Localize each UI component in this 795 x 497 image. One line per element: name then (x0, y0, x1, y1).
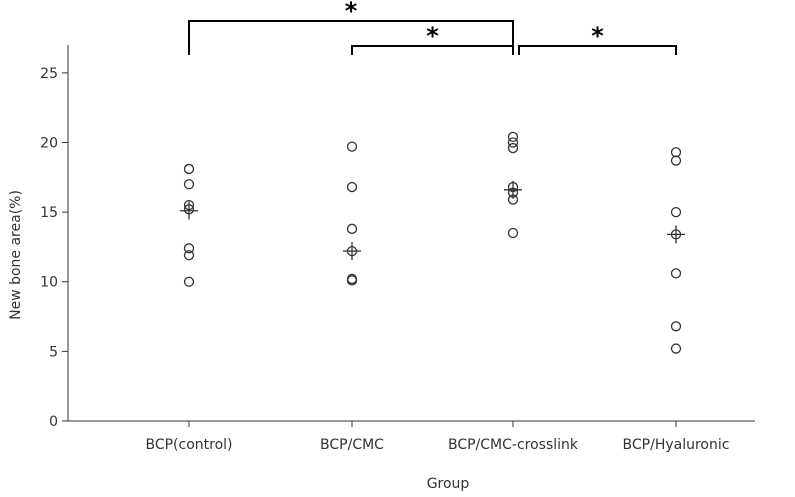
significance-bracket (351, 45, 514, 55)
data-point (183, 179, 195, 190)
x-axis-title: Group (427, 476, 470, 492)
data-point (507, 227, 519, 239)
x-tick-label: BCP/CMC-crosslink (448, 437, 579, 453)
data-point (346, 275, 358, 286)
data-point (507, 131, 519, 143)
data-point (670, 343, 682, 354)
y-tick-label: 15 (40, 205, 58, 221)
significance-star: * (591, 22, 604, 50)
significance-star: * (426, 22, 439, 50)
data-point (670, 155, 682, 166)
y-axis-title: New bone area(%) (8, 190, 24, 320)
mean-markers (180, 180, 685, 261)
y-tick-label: 10 (40, 275, 58, 291)
data-point (183, 163, 195, 175)
significance-bracket (518, 45, 677, 55)
data-point (183, 250, 195, 261)
x-tick-label: BCP(control) (145, 437, 232, 453)
x-tick-label: BCP/Hyaluronic (623, 437, 730, 453)
axes (67, 45, 755, 422)
y-tick-label: 5 (49, 344, 58, 360)
y-tick-label: 25 (40, 66, 58, 82)
data-point (670, 206, 682, 218)
significance-bracket (188, 20, 514, 55)
significance-brackets: * * * (188, 0, 677, 55)
data-point (183, 276, 195, 287)
data-point (670, 268, 682, 279)
data-point (346, 141, 358, 152)
data-point (670, 147, 682, 158)
y-tick-label: 20 (40, 135, 58, 151)
data-points (183, 131, 682, 354)
significance-star: * (345, 0, 358, 25)
y-axis-ticks: 0 5 10 15 20 25 (40, 66, 68, 430)
data-point (346, 223, 358, 234)
data-point (507, 142, 519, 154)
x-axis-ticks: BCP(control) BCP/CMC BCP/CMC-crosslink BCP/… (145, 421, 729, 453)
y-tick-label: 0 (49, 414, 58, 430)
x-tick-label: BCP/CMC (320, 437, 384, 453)
data-point (346, 181, 358, 193)
data-point (183, 243, 195, 254)
data-point (507, 137, 519, 148)
data-point (670, 321, 682, 332)
